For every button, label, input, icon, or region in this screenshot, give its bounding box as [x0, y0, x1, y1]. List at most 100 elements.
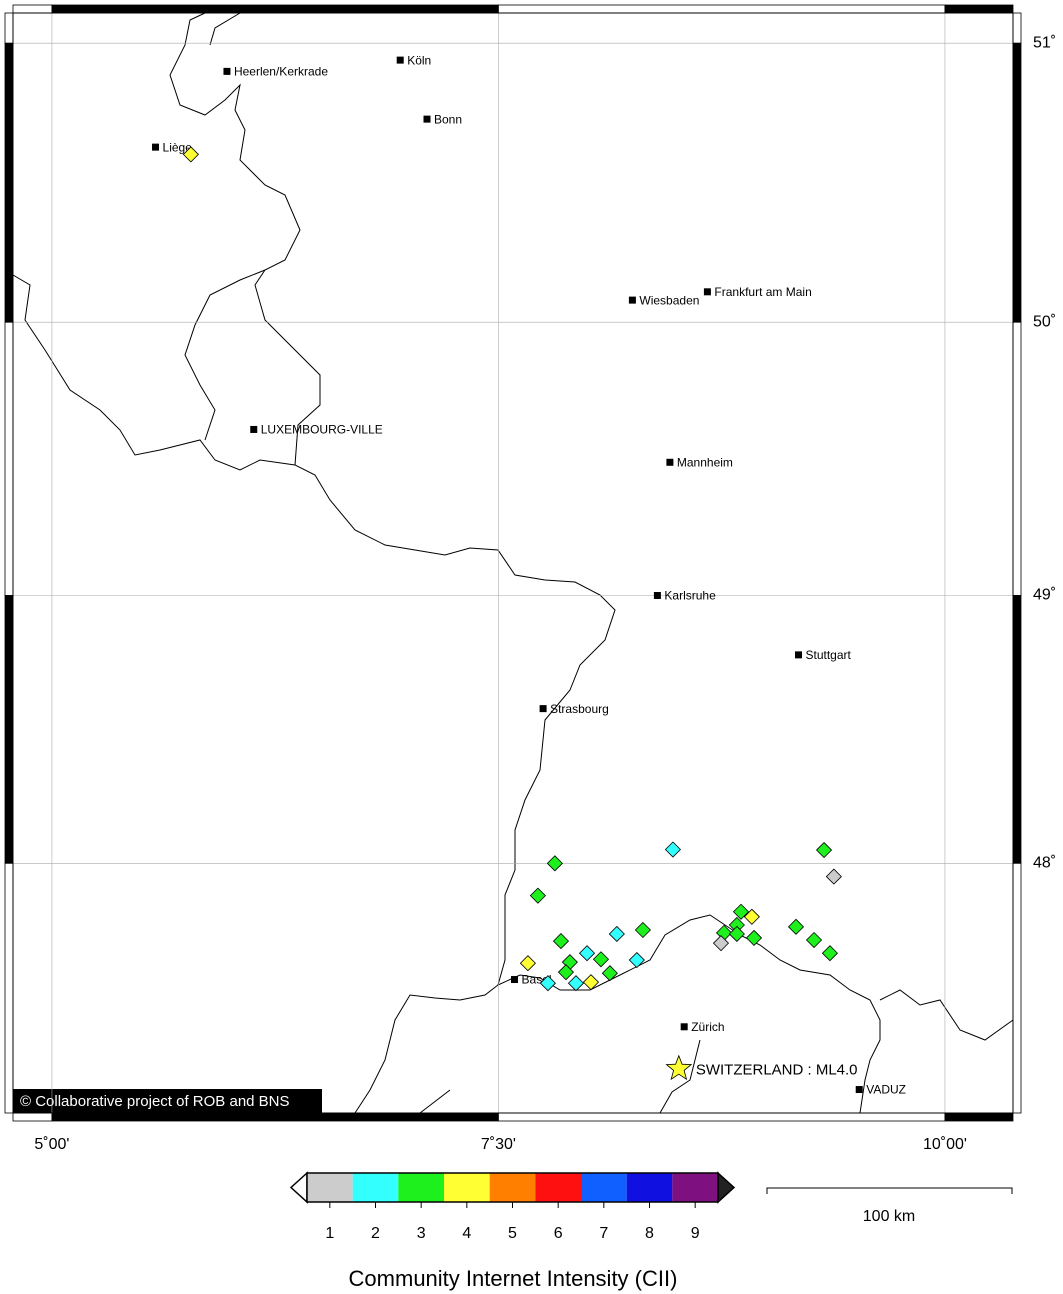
- report-diamond: [601, 965, 618, 982]
- report-diamond: [787, 918, 805, 935]
- report-diamond: [821, 945, 838, 962]
- city-label: Mannheim: [677, 455, 733, 469]
- lat-tick-label: 51˚: [1033, 34, 1056, 51]
- city-label: LUXEMBOURG-VILLE: [261, 423, 383, 437]
- lat-tick-label: 48˚: [1033, 855, 1056, 872]
- frame-band: [12, 1112, 53, 1122]
- report-diamond: [745, 929, 763, 946]
- lon-tick-label: 10˚00': [923, 1136, 967, 1153]
- colorbar-title: Community Internet Intensity (CII): [349, 1266, 678, 1291]
- colorbar-segment: [444, 1173, 490, 1202]
- report-diamond: [592, 951, 610, 968]
- border-line: [497, 914, 881, 1114]
- report-diamond: [815, 841, 833, 859]
- colorbar-segment: [352, 1173, 399, 1202]
- frame-band: [1012, 12, 1022, 44]
- city-marker: [680, 1023, 688, 1031]
- colorbar-tick-label: 3: [417, 1225, 426, 1242]
- frame-band: [1012, 321, 1022, 596]
- colorbar-segment: [581, 1173, 627, 1202]
- city-marker: [703, 288, 711, 296]
- colorbar-segment: [489, 1173, 536, 1202]
- colorbar-tick-label: 2: [371, 1225, 380, 1242]
- report-diamond: [732, 903, 750, 920]
- report-diamond: [805, 931, 823, 949]
- city-marker: [653, 591, 661, 599]
- report-diamond: [712, 935, 730, 952]
- city-label: Strasbourg: [550, 702, 609, 716]
- frame-band: [4, 321, 14, 596]
- report-diamond: [519, 955, 536, 972]
- epicenter-star: [665, 1054, 693, 1081]
- border-line: [12, 274, 296, 471]
- report-diamond: [743, 908, 760, 925]
- frame-band: [4, 862, 14, 1114]
- city-marker: [223, 67, 231, 75]
- report-diamond: [728, 925, 745, 943]
- city-label: Frankfurt am Main: [714, 285, 811, 299]
- frame-band: [498, 1112, 946, 1122]
- border-line: [659, 1039, 701, 1114]
- epicenter-label: SWITZERLAND : ML4.0: [696, 1062, 858, 1079]
- credit-background: [13, 1089, 322, 1113]
- report-diamond: [825, 868, 842, 885]
- frame-band: [944, 4, 1014, 14]
- city-marker: [539, 705, 547, 713]
- credit-box: © Collaborative project of ROB and BNS: [13, 1089, 322, 1113]
- report-diamond: [578, 945, 596, 962]
- report-diamond: [582, 974, 600, 991]
- country-borders: [12, 12, 1014, 1114]
- colorbar-segment: [398, 1173, 444, 1202]
- frame-band: [51, 1112, 499, 1122]
- report-diamond: [608, 925, 625, 943]
- report-diamond: [634, 921, 651, 939]
- credit-text: © Collaborative project of ROB and BNS: [20, 1093, 290, 1110]
- border-line: [419, 1089, 451, 1114]
- frame-band: [944, 1112, 1014, 1122]
- frame-band: [12, 4, 53, 14]
- report-diamond: [664, 841, 682, 858]
- city-label: Wiesbaden: [639, 293, 699, 307]
- colorbar-outline: [306, 1172, 719, 1203]
- city-label: Heerlen/Kerkrade: [234, 65, 328, 79]
- colorbar-tick-label: 9: [691, 1225, 700, 1242]
- colorbar-tick-label: 5: [508, 1225, 517, 1242]
- colorbar-arrow-right: [717, 1171, 736, 1204]
- border-line: [879, 989, 1014, 1041]
- frame-band: [4, 595, 14, 864]
- city-label: Karlsruhe: [664, 589, 716, 603]
- colorbar-tick-label: 7: [599, 1225, 608, 1242]
- colorbar-segment: [307, 1173, 353, 1202]
- report-diamond: [557, 964, 575, 981]
- report-diamond: [628, 951, 645, 969]
- city-marker: [396, 56, 404, 64]
- city-label: Köln: [407, 53, 431, 67]
- colorbar-tick-label: 8: [645, 1225, 654, 1242]
- colorbar-tick-label: 6: [554, 1225, 563, 1242]
- city-marker: [855, 1086, 863, 1094]
- report-diamond: [552, 933, 570, 950]
- city-marker: [152, 143, 160, 151]
- scale-bar-label: 100 km: [863, 1208, 915, 1225]
- city-marker: [794, 651, 802, 659]
- scale-bar: 100 km: [766, 1187, 1013, 1225]
- frame-band: [51, 4, 499, 14]
- border-line: [169, 12, 616, 1114]
- city-marker: [628, 296, 636, 304]
- frame-band: [1012, 42, 1022, 323]
- colorbar-arrow-left: [289, 1171, 308, 1204]
- city-label: Stuttgart: [805, 648, 851, 662]
- report-diamond: [567, 975, 585, 992]
- frame-band: [498, 4, 946, 14]
- city-marker: [666, 458, 674, 466]
- scale-bar-line: [766, 1187, 1013, 1194]
- city-label: Bonn: [434, 112, 462, 126]
- frame-band: [1012, 595, 1022, 864]
- report-diamond: [182, 146, 199, 163]
- border-line: [184, 269, 266, 441]
- lon-tick-label: 5˚00': [34, 1136, 69, 1153]
- city-marker: [250, 425, 258, 433]
- report-diamond: [546, 855, 563, 872]
- lat-tick-label: 49˚: [1033, 587, 1056, 604]
